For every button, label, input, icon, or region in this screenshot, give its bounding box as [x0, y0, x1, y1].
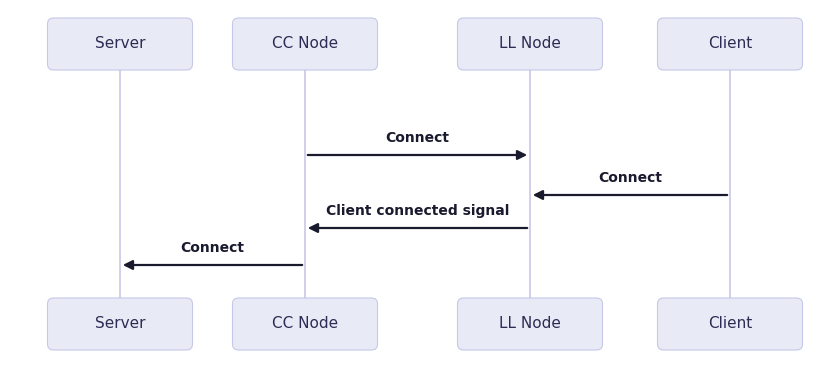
Text: Client connected signal: Client connected signal	[325, 204, 509, 218]
Text: Client: Client	[707, 36, 751, 52]
FancyBboxPatch shape	[457, 18, 602, 70]
FancyBboxPatch shape	[657, 298, 801, 350]
FancyBboxPatch shape	[47, 18, 192, 70]
Text: Connect: Connect	[597, 171, 662, 185]
Text: LL Node: LL Node	[499, 316, 560, 332]
Text: Client: Client	[707, 316, 751, 332]
Text: Server: Server	[94, 316, 145, 332]
Text: CC Node: CC Node	[271, 36, 337, 52]
Text: CC Node: CC Node	[271, 316, 337, 332]
Text: Connect: Connect	[385, 131, 449, 145]
FancyBboxPatch shape	[47, 298, 192, 350]
Text: Connect: Connect	[180, 241, 244, 255]
FancyBboxPatch shape	[232, 298, 377, 350]
Text: LL Node: LL Node	[499, 36, 560, 52]
FancyBboxPatch shape	[232, 18, 377, 70]
FancyBboxPatch shape	[657, 18, 801, 70]
FancyBboxPatch shape	[457, 298, 602, 350]
Text: Server: Server	[94, 36, 145, 52]
